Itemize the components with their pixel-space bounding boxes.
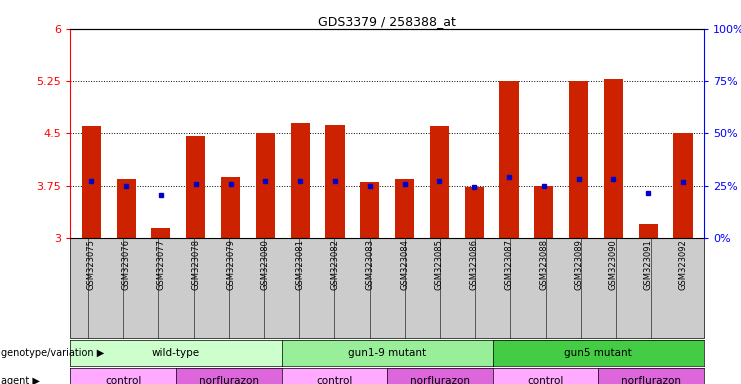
Bar xyxy=(465,187,484,238)
Title: GDS3379 / 258388_at: GDS3379 / 258388_at xyxy=(318,15,456,28)
Bar xyxy=(360,182,379,238)
Text: control: control xyxy=(316,376,353,384)
Text: agent ▶: agent ▶ xyxy=(1,376,40,384)
Text: genotype/variation ▶: genotype/variation ▶ xyxy=(1,348,104,358)
Bar xyxy=(325,125,345,238)
Text: norflurazon: norflurazon xyxy=(410,376,470,384)
Bar xyxy=(430,126,449,238)
Text: control: control xyxy=(105,376,142,384)
Bar xyxy=(186,136,205,238)
Bar xyxy=(639,224,658,238)
Bar xyxy=(82,126,101,238)
Text: control: control xyxy=(528,376,564,384)
Bar xyxy=(674,133,693,238)
Text: norflurazon: norflurazon xyxy=(199,376,259,384)
Text: gun5 mutant: gun5 mutant xyxy=(565,348,632,358)
Bar xyxy=(221,177,240,238)
Text: norflurazon: norflurazon xyxy=(621,376,681,384)
Bar xyxy=(116,179,136,238)
Bar xyxy=(534,186,554,238)
Bar xyxy=(569,81,588,238)
Bar xyxy=(604,79,623,238)
Bar xyxy=(256,133,275,238)
Bar xyxy=(499,81,519,238)
Bar xyxy=(151,228,170,238)
Text: wild-type: wild-type xyxy=(152,348,200,358)
Bar xyxy=(395,179,414,238)
Bar xyxy=(290,123,310,238)
Text: gun1-9 mutant: gun1-9 mutant xyxy=(348,348,426,358)
